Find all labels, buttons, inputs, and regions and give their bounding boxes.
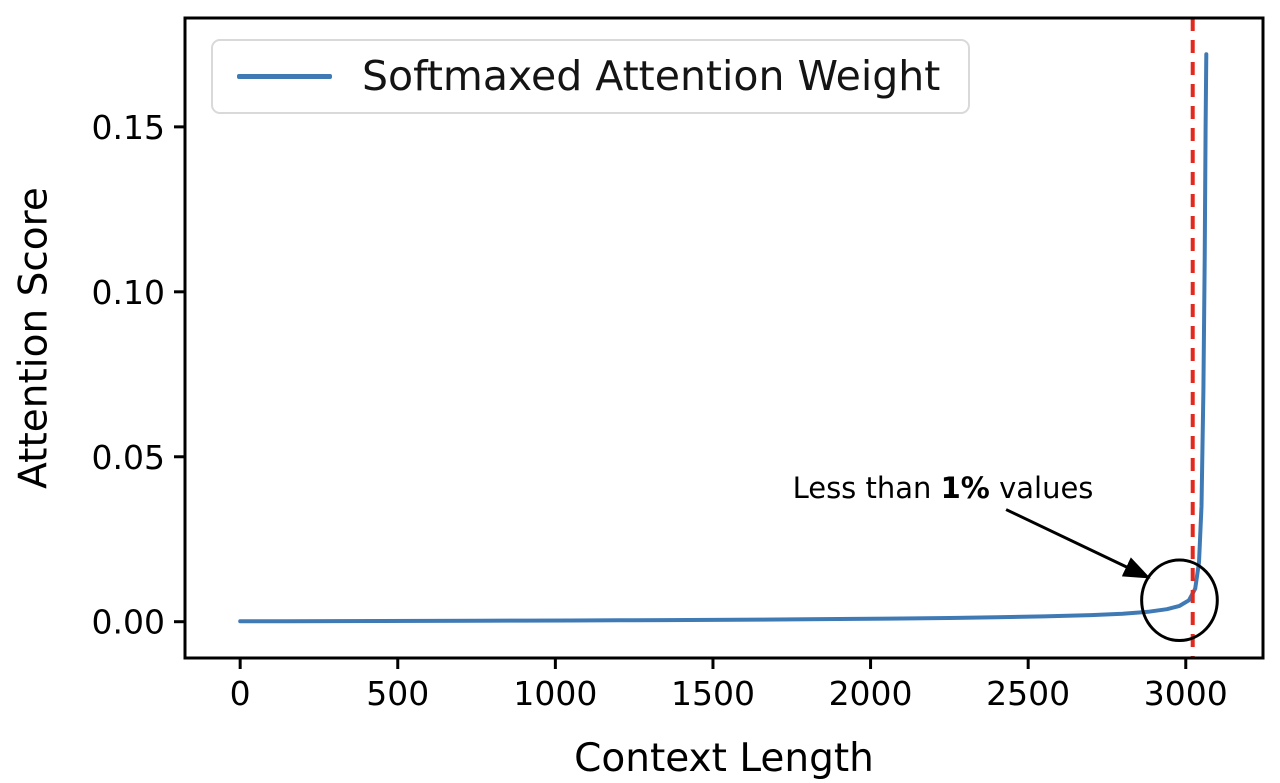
- annotation-text-bold: 1%: [940, 471, 990, 505]
- legend: Softmaxed Attention Weight: [211, 39, 971, 115]
- annotation-less-than-1pct: Less than 1% values: [793, 471, 1094, 505]
- svg-text:3000: 3000: [1144, 674, 1228, 713]
- svg-text:0.05: 0.05: [92, 438, 165, 477]
- y-axis-label: Attention Score: [11, 187, 57, 489]
- svg-text:1000: 1000: [513, 674, 597, 713]
- annotation-arrow: [1005, 508, 1151, 579]
- series-line-softmaxed-attention: [238, 52, 1209, 624]
- svg-text:0.00: 0.00: [92, 603, 165, 642]
- annotation-text-after: values: [989, 471, 1094, 505]
- annotation-text-before: Less than: [792, 471, 941, 505]
- svg-text:0: 0: [230, 674, 251, 713]
- svg-text:500: 500: [366, 674, 429, 713]
- svg-text:0.10: 0.10: [92, 273, 165, 312]
- annotation-circle: [1140, 558, 1219, 643]
- svg-text:2000: 2000: [829, 674, 913, 713]
- svg-text:1500: 1500: [671, 674, 755, 713]
- plot-border: [183, 16, 1265, 660]
- x-axis-label: Context Length: [574, 736, 874, 781]
- svg-text:0.15: 0.15: [92, 108, 165, 147]
- x-axis-ticks: 0 500 1000 1500 2000 2500 3000: [230, 658, 1228, 713]
- svg-text:2500: 2500: [986, 674, 1070, 713]
- legend-line-sample: [237, 74, 332, 80]
- legend-label: Softmaxed Attention Weight: [362, 52, 941, 100]
- y-axis-ticks: 0.00 0.05 0.10 0.15: [92, 108, 185, 642]
